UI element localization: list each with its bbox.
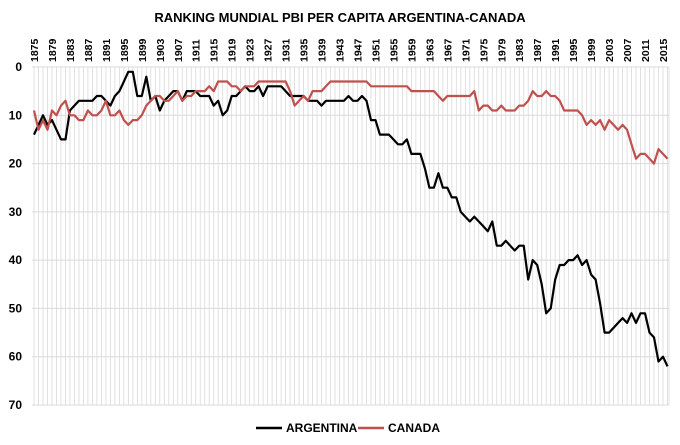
- series-lines: [32, 70, 669, 367]
- x-tick-label: 1963: [424, 38, 436, 62]
- x-tick-label: 1955: [388, 38, 400, 62]
- x-tick-label: 1987: [532, 38, 544, 62]
- x-tick-label: 1951: [370, 38, 382, 62]
- x-tick-label: 1903: [155, 38, 167, 62]
- x-tick-label: 1887: [83, 38, 95, 62]
- x-tick-label: 1939: [317, 38, 329, 62]
- x-tick-label: 1931: [281, 38, 293, 62]
- x-tick-label: 1927: [263, 38, 275, 62]
- x-tick-label: 1907: [173, 38, 185, 62]
- x-tick-label: 2015: [658, 38, 670, 62]
- legend: ARGENTINA CANADA: [256, 421, 440, 435]
- x-axis-ticks: 1875 1879 1883 1887 1891 1895 1899 1903 1907 1911…: [29, 38, 670, 62]
- x-tick-label: 1915: [209, 38, 221, 62]
- legend-label-argentina: ARGENTINA: [286, 421, 358, 435]
- y-tick-label: 10: [9, 108, 23, 122]
- gridlines: [32, 66, 670, 406]
- series-line-argentina: [33, 70, 669, 367]
- x-tick-label: 1875: [29, 38, 41, 62]
- x-tick-label: 1947: [352, 38, 364, 62]
- y-tick-label: 70: [9, 398, 23, 412]
- x-tick-label: 1967: [442, 38, 454, 62]
- x-tick-label: 1935: [299, 38, 311, 62]
- x-tick-label: 1919: [227, 38, 239, 62]
- series-line-canada: [32, 80, 669, 165]
- x-tick-label: 1979: [496, 38, 508, 62]
- x-tick-label: 1891: [101, 38, 113, 62]
- x-tick-label: 1991: [550, 38, 562, 62]
- x-tick-label: 1975: [478, 38, 490, 62]
- x-tick-label: 1943: [335, 38, 347, 62]
- x-tick-label: 1983: [514, 38, 526, 62]
- x-tick-label: 2011: [640, 39, 652, 62]
- y-axis-ticks: 0 10 20 30 40 50 60 70: [9, 60, 23, 412]
- x-tick-label: 1959: [406, 38, 418, 62]
- y-tick-label: 60: [9, 350, 23, 364]
- y-tick-label: 40: [9, 253, 23, 267]
- x-tick-label: 1971: [460, 38, 472, 62]
- chart-title: RANKING MUNDIAL PBI PER CAPITA ARGENTINA…: [154, 10, 526, 25]
- x-tick-label: 1923: [245, 38, 257, 62]
- x-tick-label: 1883: [65, 38, 77, 62]
- y-tick-label: 0: [15, 60, 22, 74]
- x-tick-label: 1995: [568, 38, 580, 62]
- x-tick-label: 1879: [47, 38, 59, 62]
- y-tick-label: 20: [9, 157, 23, 171]
- legend-label-canada: CANADA: [388, 421, 440, 435]
- x-tick-label: 2003: [604, 38, 616, 62]
- x-tick-label: 1999: [586, 38, 598, 62]
- x-tick-label: 1895: [119, 38, 131, 62]
- y-tick-label: 50: [9, 301, 23, 315]
- y-tick-label: 30: [9, 205, 23, 219]
- x-tick-label: 2007: [622, 38, 634, 62]
- x-tick-label: 1899: [137, 38, 149, 62]
- x-tick-label: 1911: [191, 39, 203, 62]
